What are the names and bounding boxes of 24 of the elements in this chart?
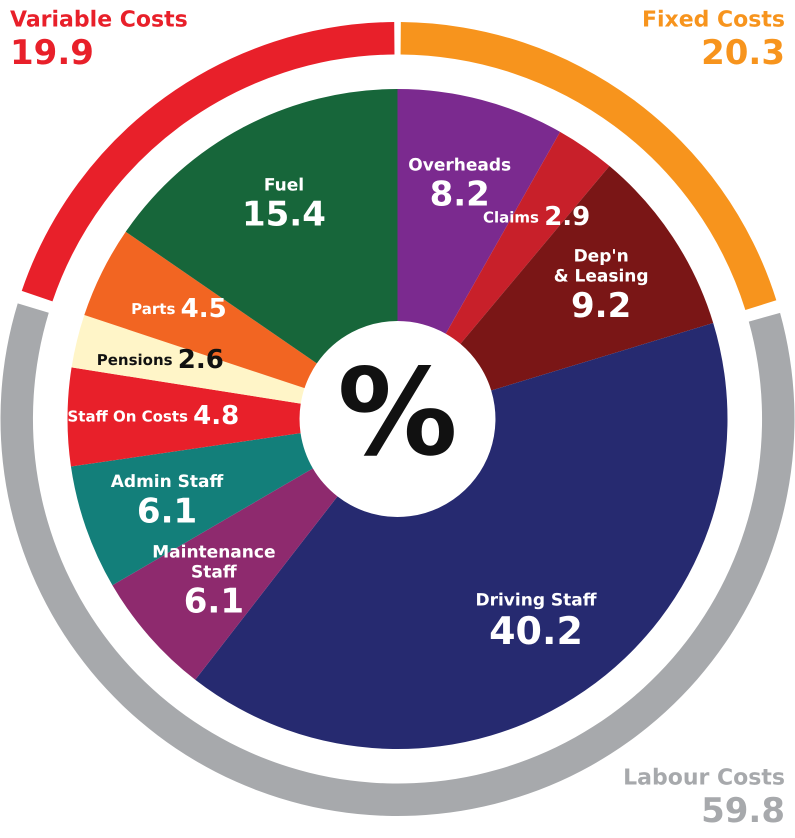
slice-label: Admin Staff: [110, 472, 224, 492]
slice-label: Dep'n & Leasing: [554, 246, 649, 287]
slice-label: Pensions: [96, 351, 173, 370]
data-label: 4.8: [193, 401, 240, 432]
slice-label: Driving Staff: [475, 590, 597, 610]
slice-label: Fixed Costs: [642, 8, 785, 33]
data-label: 40.2: [489, 608, 583, 653]
slice-label: Staff On Costs: [67, 407, 188, 426]
slice-label: Labour Costs: [623, 766, 785, 791]
data-label: 15.4: [242, 194, 326, 235]
slice-label: Variable Costs: [10, 8, 188, 33]
slice-label: Parts: [131, 300, 176, 318]
data-label: 9.2: [571, 286, 632, 326]
slice-label: Fuel: [264, 175, 304, 196]
text: %: [337, 344, 458, 484]
data-label: 2.9: [544, 202, 590, 232]
slice-label: Overheads: [408, 155, 512, 176]
data-label: 19.9: [10, 32, 94, 73]
data-label: 4.5: [180, 294, 227, 324]
data-label: 2.6: [178, 345, 224, 376]
data-label: 6.1: [184, 582, 244, 622]
data-label: 59.8: [701, 790, 785, 831]
data-label: 6.1: [136, 491, 198, 532]
data-label: 20.3: [701, 32, 785, 73]
